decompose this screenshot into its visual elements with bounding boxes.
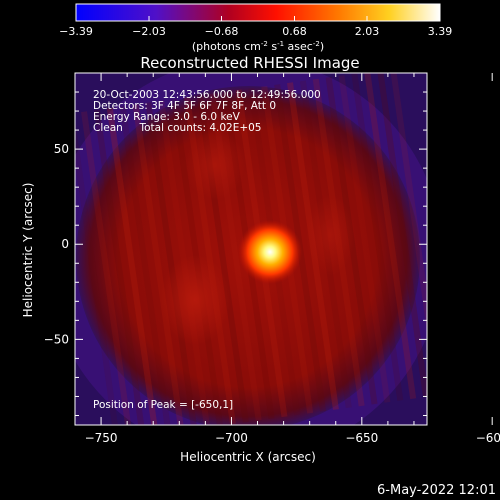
annotation-clean: Clean Total counts: 4.02E+05 (93, 122, 262, 134)
annotations: 20-Oct-2003 12:43:56.000 to 12:49:56.000… (93, 89, 321, 411)
texture-stripe (145, 102, 198, 425)
texture-stripe (93, 109, 146, 425)
texture-stripe (390, 73, 427, 396)
plot-frame (74, 72, 428, 426)
texture-stripe (351, 73, 404, 401)
flare-peak (238, 220, 302, 284)
bright-patch (185, 130, 245, 200)
colorbar: −3.39 −2.03 −0.68 0.68 2.03 3.39 (photons cm-… (59, 3, 452, 53)
colorbar-tick-label: 3.39 (428, 25, 453, 38)
texture-stripe (377, 73, 427, 398)
x-tick-label: −700 (215, 431, 248, 445)
colorbar-tick-label: 0.68 (282, 25, 307, 38)
x-tick-label: −650 (345, 431, 378, 445)
annotation-time: 20-Oct-2003 12:43:56.000 to 12:49:56.000 (93, 89, 321, 101)
y-tick-label: 50 (54, 142, 69, 156)
texture-stripe (106, 107, 159, 425)
timestamp: 6-May-2022 12:01 (377, 483, 496, 498)
bright-patch (305, 195, 355, 275)
y-tick-label: −50 (44, 332, 69, 346)
heatmap-image (75, 73, 427, 425)
texture-stripe (81, 111, 133, 425)
colorbar-ticks: −3.39 −2.03 −0.68 0.68 2.03 3.39 (59, 16, 452, 38)
chart-title: Reconstructed RHESSI Image (140, 54, 359, 72)
x-tick-label: −750 (85, 431, 118, 445)
x-axis-label: Heliocentric X (arcsec) (180, 450, 316, 464)
x-tick-label: −600 (476, 431, 500, 445)
annotation-detectors: Detectors: 3F 4F 5F 6F 7F 8F, Att 0 (93, 100, 276, 112)
colorbar-units: (photons cm-2 s-1 asec-2) (192, 40, 324, 53)
colorbar-gradient (75, 3, 441, 22)
peak-position-label: Position of Peak = [-650,1] (93, 399, 233, 411)
colorbar-tick-label: −0.68 (205, 25, 239, 38)
texture-stripe (132, 104, 185, 425)
bright-patch (160, 255, 230, 345)
texture-stripe (75, 113, 121, 425)
y-axis-label: Heliocentric Y (arcsec) (21, 183, 35, 318)
texture-stripe (338, 75, 391, 403)
colorbar-tick-label: −2.03 (132, 25, 166, 38)
y-tick-label: 0 (61, 237, 69, 251)
annotation-energy: Energy Range: 3.0 - 6.0 keV (93, 111, 241, 123)
colorbar-tick-label: 2.03 (355, 25, 380, 38)
texture-stripe (364, 73, 417, 400)
axis-ticks: −750 −700 −650 −600 50 0 −50 (44, 72, 500, 445)
colorbar-tick-label: −3.39 (59, 25, 93, 38)
texture-stripe (119, 105, 172, 425)
